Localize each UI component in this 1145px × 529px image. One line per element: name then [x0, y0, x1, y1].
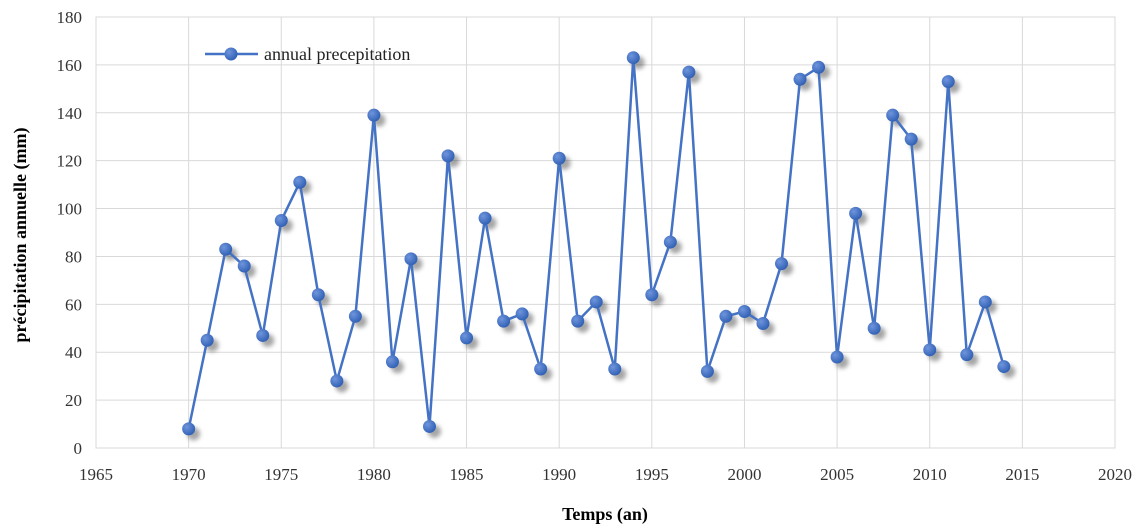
data-point [737, 305, 751, 319]
data-point [663, 235, 677, 249]
data-point [274, 214, 288, 228]
data-point [849, 206, 863, 220]
data-point [700, 364, 714, 378]
y-tick-label: 60 [65, 295, 82, 314]
data-point [793, 72, 807, 86]
y-tick-label: 100 [57, 200, 83, 219]
data-point [812, 60, 826, 74]
y-tick-label: 80 [65, 247, 82, 266]
data-point [200, 333, 214, 347]
data-point [886, 108, 900, 122]
data-point [552, 151, 566, 165]
y-tick-label: 180 [57, 8, 83, 27]
data-point [941, 75, 955, 89]
data-point [256, 328, 270, 342]
data-point [422, 419, 436, 433]
x-axis-ticks: 1965 1970 1975 1980 1985 1990 1995 2000 2005 2010… [79, 465, 1132, 484]
data-point [404, 252, 418, 266]
legend-label: annual precepitation [264, 44, 410, 64]
legend-marker-swatch [224, 47, 238, 61]
data-point [923, 343, 937, 357]
data-point [348, 309, 362, 323]
data-point [626, 51, 640, 65]
y-axis-title: précipitation annuelle (mm) [10, 128, 31, 343]
data-point [645, 288, 659, 302]
data-point [608, 362, 622, 376]
data-point [534, 362, 548, 376]
data-point [978, 295, 992, 309]
x-tick-label: 1995 [635, 465, 669, 484]
data-point [367, 108, 381, 122]
data-point [385, 355, 399, 369]
x-tick-label: 2000 [727, 465, 761, 484]
x-tick-label: 1990 [542, 465, 576, 484]
data-point [719, 309, 733, 323]
legend: annual precepitation [205, 44, 410, 64]
y-tick-label: 0 [74, 439, 83, 458]
y-tick-label: 20 [65, 391, 82, 410]
data-point [960, 348, 974, 362]
series-annual-precepitation [182, 51, 1016, 441]
y-tick-label: 120 [57, 152, 83, 171]
data-point [237, 259, 251, 273]
x-tick-label: 1980 [357, 465, 391, 484]
x-tick-label: 2020 [1098, 465, 1132, 484]
plot-area [95, 16, 1116, 449]
data-point [515, 307, 529, 321]
x-tick-label: 2010 [913, 465, 947, 484]
data-point [497, 314, 511, 328]
data-point [904, 132, 918, 146]
data-point [571, 314, 585, 328]
data-point [830, 350, 844, 364]
x-tick-label: 1975 [264, 465, 298, 484]
x-tick-label: 2005 [820, 465, 854, 484]
data-point [589, 295, 603, 309]
y-axis-ticks: 0 20 40 60 80 100 120 140 160 180 [57, 8, 83, 458]
data-point [182, 422, 196, 436]
data-point [330, 374, 344, 388]
data-point [460, 331, 474, 345]
data-point [997, 360, 1011, 374]
x-tick-label: 1970 [172, 465, 206, 484]
y-tick-label: 40 [65, 343, 82, 362]
data-point [293, 175, 307, 189]
data-point [867, 321, 881, 335]
y-tick-label: 160 [57, 56, 83, 75]
data-point [219, 242, 233, 256]
x-axis-title: Temps (an) [562, 504, 648, 525]
data-point [441, 149, 455, 163]
data-point [775, 257, 789, 271]
x-tick-label: 1985 [450, 465, 484, 484]
data-point [756, 316, 770, 330]
x-tick-label: 1965 [79, 465, 113, 484]
x-tick-label: 2015 [1005, 465, 1039, 484]
data-point [682, 65, 696, 79]
gridlines [95, 16, 1116, 449]
data-point [311, 288, 325, 302]
data-point [478, 211, 492, 225]
plot-frame [95, 16, 1116, 449]
y-tick-label: 140 [57, 104, 83, 123]
